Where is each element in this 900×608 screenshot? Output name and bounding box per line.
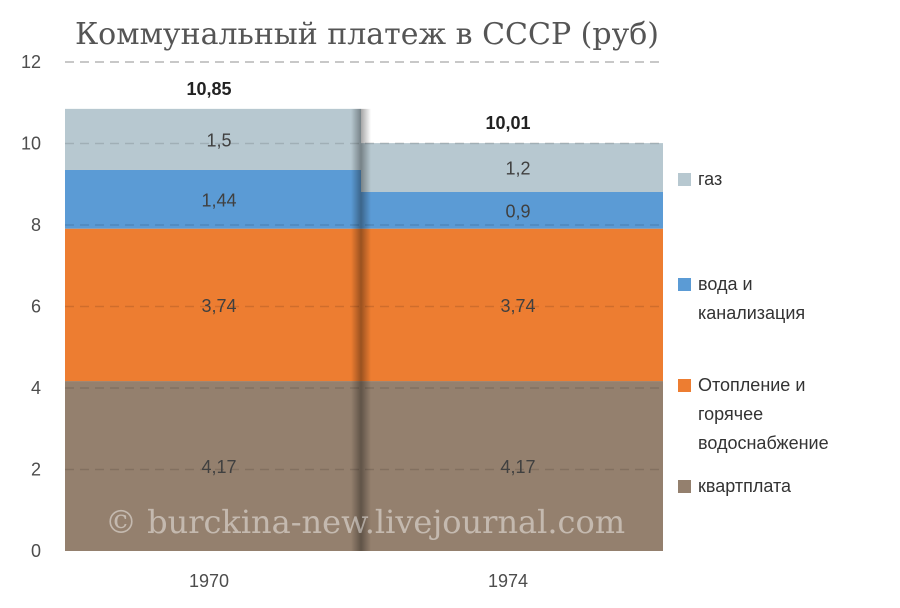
legend-swatch bbox=[678, 379, 691, 392]
data-label: 3,74 bbox=[201, 296, 236, 316]
legend-swatch bbox=[678, 278, 691, 291]
data-label: 4,17 bbox=[500, 457, 535, 477]
legend: газ вода и канализация Отопление и горячее во… bbox=[678, 169, 829, 496]
x-tick-label: 1974 bbox=[488, 571, 528, 591]
bar-segment bbox=[65, 169, 361, 229]
data-label: 1,5 bbox=[206, 130, 231, 150]
x-axis: 1970 1974 bbox=[189, 571, 528, 591]
segment-labels: 4,17 3,74 1,44 1,5 4,17 3,74 0,9 1,2 bbox=[201, 130, 535, 477]
bar-segment bbox=[361, 191, 663, 229]
y-tick-label: 2 bbox=[31, 460, 41, 480]
watermark: © burckina-new.livejournal.com bbox=[105, 503, 625, 541]
legend-label: вода и bbox=[698, 274, 753, 294]
y-axis: 0 2 4 6 8 10 12 bbox=[21, 52, 41, 561]
total-labels: 10,85 10,01 bbox=[186, 79, 530, 133]
legend-label: водоснабжение bbox=[698, 433, 829, 453]
data-label: 4,17 bbox=[201, 457, 236, 477]
bars bbox=[65, 108, 663, 551]
bar-segment bbox=[65, 228, 361, 382]
total-label: 10,85 bbox=[186, 79, 231, 99]
data-label: 0,9 bbox=[505, 201, 530, 221]
chart-title: Коммунальный платеж в СССР (руб) bbox=[75, 17, 659, 52]
bar-segment bbox=[65, 381, 361, 551]
y-tick-label: 8 bbox=[31, 215, 41, 235]
total-label: 10,01 bbox=[485, 113, 530, 133]
bar-separator bbox=[351, 108, 371, 552]
legend-label: газ bbox=[698, 169, 722, 189]
y-tick-label: 6 bbox=[31, 297, 41, 317]
y-tick-label: 12 bbox=[21, 52, 41, 72]
legend-label: канализация bbox=[698, 303, 805, 323]
data-label: 1,44 bbox=[201, 190, 236, 210]
legend-swatch bbox=[678, 173, 691, 186]
legend-swatch bbox=[678, 480, 691, 493]
y-tick-label: 10 bbox=[21, 134, 41, 154]
bar-segment bbox=[361, 228, 663, 382]
legend-label: Отопление и bbox=[698, 375, 805, 395]
y-tick-label: 0 bbox=[31, 541, 41, 561]
bar-segment bbox=[361, 143, 663, 192]
bar-segment bbox=[361, 381, 663, 551]
data-label: 1,2 bbox=[505, 159, 530, 179]
legend-label: квартплата bbox=[698, 476, 792, 496]
data-label: 3,74 bbox=[500, 296, 535, 316]
x-tick-label: 1970 bbox=[189, 571, 229, 591]
grid-overlay bbox=[65, 61, 663, 471]
y-tick-label: 4 bbox=[31, 378, 41, 398]
legend-label: горячее bbox=[698, 404, 763, 424]
bar-segment bbox=[65, 108, 361, 170]
